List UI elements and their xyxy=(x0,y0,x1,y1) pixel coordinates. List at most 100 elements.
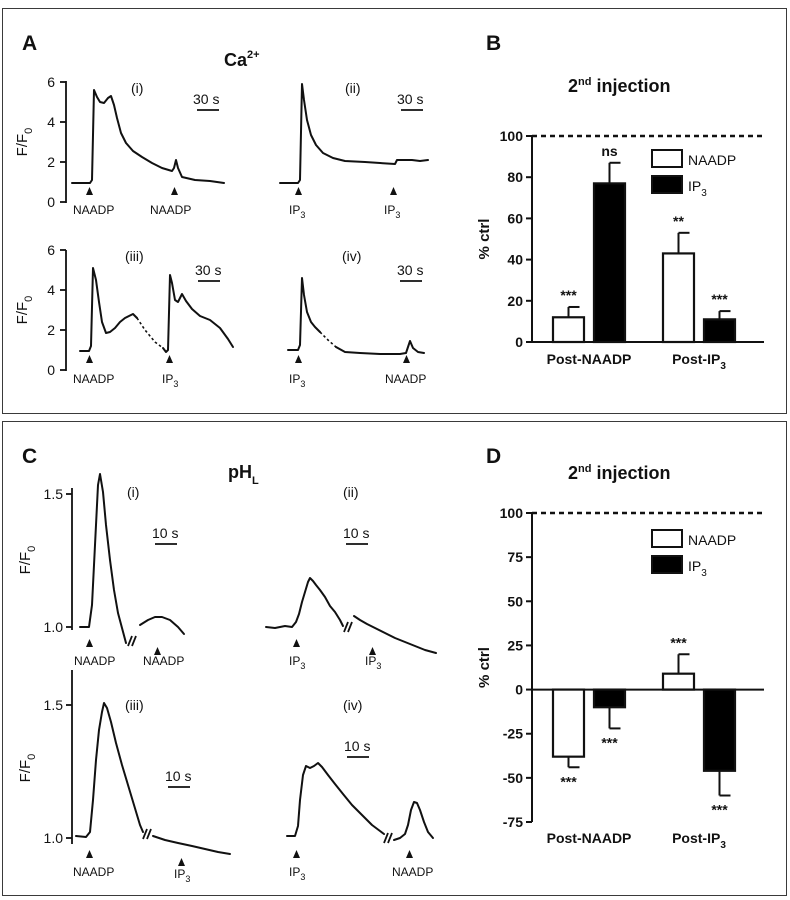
significance-label: ** xyxy=(673,213,684,229)
significance-label: *** xyxy=(560,287,577,303)
panel-b-title: 2nd injection xyxy=(568,76,670,96)
trace-ca-i xyxy=(71,89,225,184)
y-tick-label: 40 xyxy=(507,252,523,268)
injection-label: NAADP xyxy=(150,203,191,217)
legend-swatch xyxy=(651,149,683,168)
y-tick-label: 80 xyxy=(507,169,523,185)
trace-gap xyxy=(136,317,164,349)
injection-arrow-icon xyxy=(295,187,302,195)
y-tick-label: 20 xyxy=(507,293,523,309)
trace-ph-iv xyxy=(286,762,385,837)
axis-break-icon xyxy=(343,621,353,633)
legend-label: NAADP xyxy=(688,532,736,548)
significance-label: ns xyxy=(601,143,618,159)
injection-label: NAADP xyxy=(73,372,114,386)
injection-arrow-icon xyxy=(406,850,413,858)
bar-ip3 xyxy=(592,182,627,344)
injection-label: NAADP xyxy=(392,865,433,879)
injection-arrow-icon xyxy=(166,355,173,363)
injection-label: IP3 xyxy=(162,372,178,389)
top-panel-frame xyxy=(2,8,787,414)
panel-a-title: Ca2+ xyxy=(224,49,260,70)
ph-bottom-ytick: 1.0 xyxy=(44,830,64,846)
injection-arrow-icon xyxy=(154,647,161,655)
ph-bottom-ylabel: F/F0 xyxy=(17,754,38,783)
injection-label: IP3 xyxy=(289,654,305,671)
sub-label-ca-iv: (iv) xyxy=(342,248,361,264)
panel-c: C pHL 1.5 1.0 F/F0 (i) 10 s NAADP NAADP … xyxy=(17,445,437,884)
bar-naadp xyxy=(661,252,696,344)
sub-label-ph-iv: (iv) xyxy=(343,697,362,713)
y-tick-label: -50 xyxy=(503,770,523,786)
sub-label-ca-i: (i) xyxy=(131,80,143,96)
injection-label: NAADP xyxy=(73,865,114,879)
injection-label: NAADP xyxy=(385,372,426,386)
legend-swatch xyxy=(651,175,683,194)
trace-ph-iii xyxy=(75,702,144,838)
trace-ca-iii xyxy=(79,267,138,352)
bar-naadp xyxy=(551,316,586,344)
y-tick-label: 100 xyxy=(500,128,524,144)
injection-arrow-icon xyxy=(86,639,93,647)
injection-arrow-icon xyxy=(293,639,300,647)
significance-label: *** xyxy=(560,773,577,789)
ca-bottom-ytick: 4 xyxy=(47,282,55,298)
category-label: Post-NAADP xyxy=(547,351,632,367)
injection-arrow-icon xyxy=(390,187,397,195)
y-tick-label: 25 xyxy=(507,637,523,653)
legend-label: IP3 xyxy=(688,178,707,199)
legend-swatch xyxy=(651,555,683,574)
legend-label: IP3 xyxy=(688,558,707,579)
injection-arrow-icon xyxy=(403,355,410,363)
sub-label-ph-iii: (iii) xyxy=(125,697,144,713)
bar-ip3 xyxy=(702,318,737,344)
injection-label: IP3 xyxy=(289,372,305,389)
axis-break-icon xyxy=(383,832,393,844)
injection-label: IP3 xyxy=(289,203,305,220)
bar-ip3 xyxy=(592,688,627,709)
injection-arrow-icon xyxy=(86,355,93,363)
bottom-panel-frame xyxy=(2,421,787,896)
category-label: Post-IP3 xyxy=(672,830,726,851)
scale-bar-ca: 30 s xyxy=(397,91,423,107)
trace-ca-iv xyxy=(287,277,321,351)
scale-bar-ca: 30 s xyxy=(195,262,221,278)
legend-swatch xyxy=(651,529,683,548)
injection-arrow-icon xyxy=(295,355,302,363)
trace-gap xyxy=(319,331,337,348)
ph-bottom-ytick: 1.5 xyxy=(44,697,64,713)
category-label: Post-NAADP xyxy=(547,830,632,846)
scale-bar-ca: 30 s xyxy=(193,91,219,107)
injection-arrow-icon xyxy=(86,850,93,858)
y-tick-label: -25 xyxy=(503,726,523,742)
sub-label-ph-ii: (ii) xyxy=(343,484,359,500)
panel-d-label: D xyxy=(486,445,501,468)
legend-label: NAADP xyxy=(688,152,736,168)
panel-b-label: B xyxy=(486,32,501,55)
ca-bottom-ytick: 0 xyxy=(47,362,55,378)
scale-bar-ph: 10 s xyxy=(165,768,191,784)
injection-label: IP3 xyxy=(289,865,305,882)
ca-bottom-ytick: 6 xyxy=(47,242,55,258)
ca-top-ytick: 6 xyxy=(47,74,55,90)
bar-ip3 xyxy=(702,688,737,772)
scale-bar-ph: 10 s xyxy=(152,525,178,541)
bar-naadp xyxy=(551,688,586,758)
y-tick-label: 0 xyxy=(515,334,523,350)
injection-label: IP3 xyxy=(174,867,190,884)
significance-label: *** xyxy=(711,802,728,818)
injection-arrow-icon xyxy=(293,850,300,858)
sub-label-ph-i: (i) xyxy=(127,484,139,500)
panel-c-label: C xyxy=(22,445,37,468)
ca-top-ytick: 2 xyxy=(47,154,55,170)
y-axis-label: % ctrl xyxy=(476,219,493,260)
ca-bottom-ytick: 2 xyxy=(47,322,55,338)
injection-arrow-icon xyxy=(369,647,376,655)
panel-c-title: pHL xyxy=(228,462,259,487)
injection-label: NAADP xyxy=(143,654,184,668)
sub-label-ca-ii: (ii) xyxy=(345,80,361,96)
axis-break-icon xyxy=(127,635,137,647)
axis-break-icon xyxy=(142,828,152,840)
